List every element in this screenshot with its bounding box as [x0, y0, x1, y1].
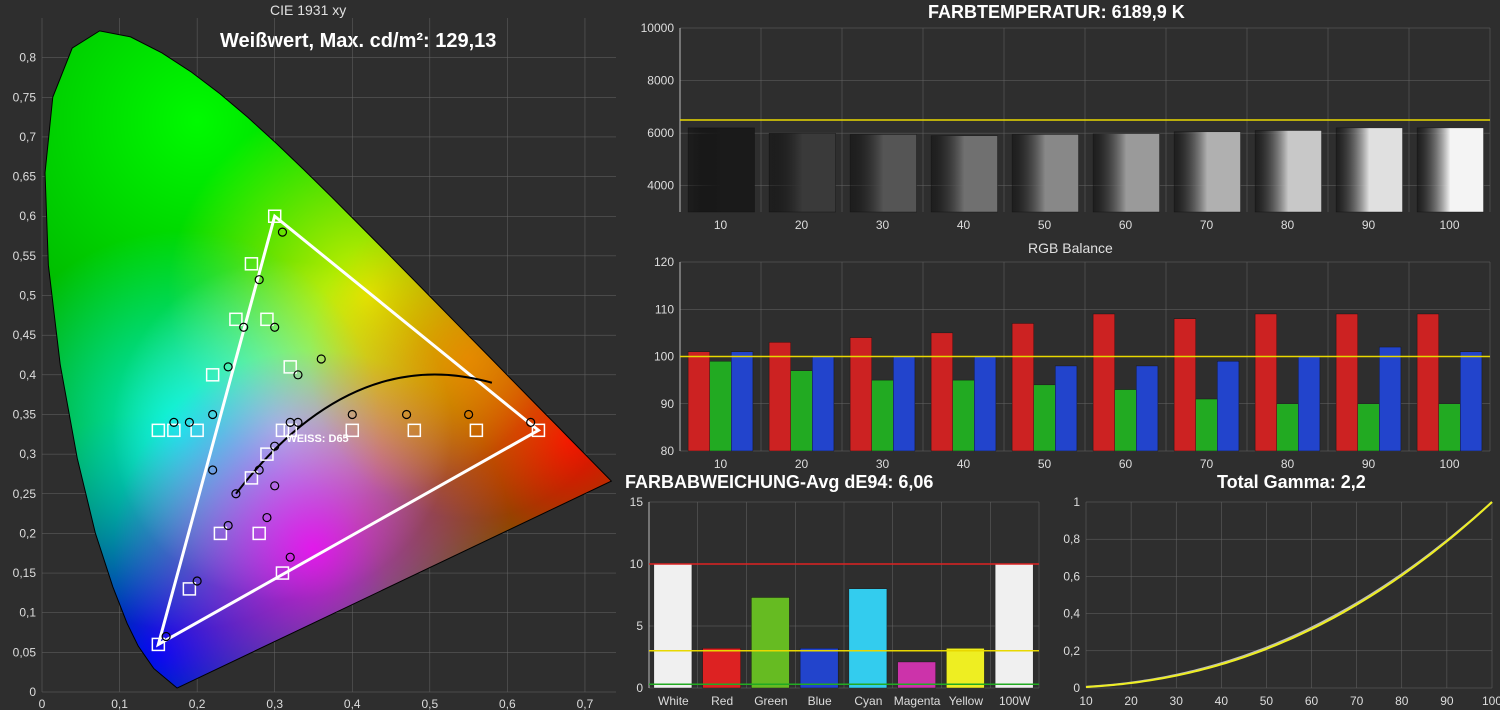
de94-chart: FARBABWEICHUNG-Avg dE94: 6,06 0 5 10 15 Whit…: [615, 472, 1045, 707]
svg-text:100: 100: [1439, 457, 1459, 471]
gamma-svg: 10 20 30 40 50 60 70 80 90 100 0 0,2 0,4 0,6 0,8 1: [1052, 496, 1500, 708]
svg-text:6000: 6000: [647, 126, 674, 140]
svg-text:0,3: 0,3: [266, 697, 283, 710]
svg-text:40: 40: [957, 218, 971, 232]
svg-text:0,8: 0,8: [1063, 532, 1080, 546]
svg-text:0,1: 0,1: [111, 697, 128, 710]
svg-text:0,2: 0,2: [189, 697, 206, 710]
gamma-chart: Total Gamma: 2,2 10 20 30 40 50 60 70 80 90 100 0 0…: [1052, 472, 1500, 707]
svg-text:100W: 100W: [999, 694, 1031, 708]
svg-text:0,25: 0,25: [13, 487, 37, 501]
svg-text:8000: 8000: [647, 74, 674, 88]
de94-svg: 0 5 10 15 White Red Green Blue Cyan Magenta Yellow…: [615, 496, 1045, 708]
svg-text:0,05: 0,05: [13, 645, 37, 659]
svg-text:20: 20: [1124, 694, 1138, 708]
svg-text:0,45: 0,45: [13, 328, 37, 342]
svg-text:80: 80: [661, 444, 675, 458]
svg-text:80: 80: [1281, 457, 1295, 471]
svg-text:0: 0: [39, 697, 46, 710]
svg-text:90: 90: [1440, 694, 1454, 708]
svg-text:0,75: 0,75: [13, 90, 37, 104]
svg-text:80: 80: [1281, 218, 1295, 232]
svg-text:0,3: 0,3: [19, 447, 36, 461]
svg-text:70: 70: [1350, 694, 1364, 708]
svg-text:15: 15: [630, 496, 644, 509]
svg-text:0,55: 0,55: [13, 249, 37, 263]
svg-text:20: 20: [795, 457, 809, 471]
farbtemp-chart: FARBTEMPERATUR: 6189,9 K 4000 6000 8000 100…: [628, 0, 1498, 230]
svg-text:0,15: 0,15: [13, 566, 37, 580]
svg-text:White: White: [658, 694, 689, 708]
svg-text:0,2: 0,2: [1063, 644, 1080, 658]
svg-text:0,2: 0,2: [19, 526, 36, 540]
svg-text:0,35: 0,35: [13, 407, 37, 421]
svg-text:0,6: 0,6: [1063, 569, 1080, 583]
cie-svg: 0 0,1 0,2 0,3 0,4 0,5 0,6 0,7 0 0,05 0,1 0,15 0,2 0,2…: [0, 0, 620, 710]
de94-title: FARBABWEICHUNG-Avg dE94: 6,06: [625, 472, 933, 493]
svg-text:60: 60: [1119, 457, 1133, 471]
svg-text:0,6: 0,6: [19, 209, 36, 223]
svg-text:4000: 4000: [647, 179, 674, 193]
svg-text:0: 0: [636, 681, 643, 695]
svg-text:100: 100: [1439, 218, 1459, 232]
svg-text:1: 1: [1073, 496, 1080, 509]
svg-text:90: 90: [661, 397, 675, 411]
farbtemp-svg: 4000 6000 8000 10000 10 20 30 40 50 60 70 80 90 100: [628, 22, 1498, 232]
gamma-title: Total Gamma: 2,2: [1217, 472, 1366, 493]
svg-text:Magenta: Magenta: [894, 694, 941, 708]
svg-text:50: 50: [1038, 457, 1052, 471]
rgb-svg: 80 90 100 110 120 10 20 30 40 50 60 70 80 90 100: [628, 256, 1498, 471]
svg-text:0,65: 0,65: [13, 170, 37, 184]
svg-text:Green: Green: [754, 694, 787, 708]
svg-text:0,4: 0,4: [1063, 607, 1080, 621]
svg-text:5: 5: [636, 619, 643, 633]
svg-text:Red: Red: [711, 694, 733, 708]
svg-text:60: 60: [1119, 218, 1133, 232]
svg-text:10000: 10000: [641, 22, 675, 35]
svg-text:Yellow: Yellow: [949, 694, 984, 708]
svg-text:Blue: Blue: [808, 694, 832, 708]
svg-text:40: 40: [957, 457, 971, 471]
svg-text:40: 40: [1215, 694, 1229, 708]
svg-text:0: 0: [29, 685, 36, 699]
svg-text:0,1: 0,1: [19, 606, 36, 620]
svg-text:30: 30: [876, 218, 890, 232]
svg-text:110: 110: [655, 302, 674, 316]
svg-text:0,4: 0,4: [344, 697, 361, 710]
svg-text:120: 120: [654, 256, 674, 269]
svg-text:0,4: 0,4: [19, 368, 36, 382]
svg-text:0,7: 0,7: [19, 130, 36, 144]
rgb-title: RGB Balance: [1028, 240, 1113, 256]
svg-text:0,8: 0,8: [19, 51, 36, 65]
svg-text:100: 100: [654, 350, 674, 364]
svg-text:0,7: 0,7: [577, 697, 594, 710]
svg-text:30: 30: [1170, 694, 1184, 708]
svg-text:WEISS: D65: WEISS: D65: [286, 433, 348, 445]
svg-text:50: 50: [1038, 218, 1052, 232]
svg-text:20: 20: [795, 218, 809, 232]
rgb-chart: RGB Balance 8090100110120102030405060708…: [628, 240, 1498, 470]
svg-text:10: 10: [630, 557, 644, 571]
svg-text:0: 0: [1073, 681, 1080, 695]
svg-text:0,6: 0,6: [499, 697, 516, 710]
svg-text:Cyan: Cyan: [854, 694, 882, 708]
svg-text:100: 100: [1482, 694, 1500, 708]
svg-text:10: 10: [714, 457, 728, 471]
svg-text:10: 10: [714, 218, 728, 232]
svg-text:50: 50: [1260, 694, 1274, 708]
svg-text:0,5: 0,5: [421, 697, 438, 710]
svg-text:10: 10: [1079, 694, 1093, 708]
cie-chart: CIE 1931 xy Weißwert, Max. cd/m²: 129,13…: [0, 0, 620, 710]
farbtemp-title: FARBTEMPERATUR: 6189,9 K: [928, 2, 1185, 23]
svg-text:60: 60: [1305, 694, 1319, 708]
svg-text:80: 80: [1395, 694, 1409, 708]
svg-text:90: 90: [1362, 457, 1376, 471]
svg-text:70: 70: [1200, 218, 1214, 232]
svg-text:90: 90: [1362, 218, 1376, 232]
svg-text:0,5: 0,5: [19, 289, 36, 303]
svg-text:70: 70: [1200, 457, 1214, 471]
svg-text:30: 30: [876, 457, 890, 471]
